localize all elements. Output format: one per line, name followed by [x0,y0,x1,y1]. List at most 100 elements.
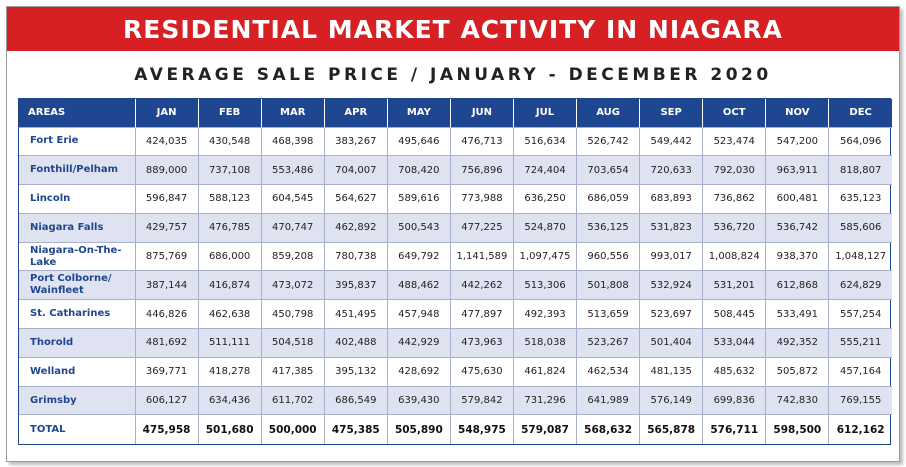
price-cell: 557,254 [828,299,892,329]
area-name-cell: Niagara Falls [19,212,136,243]
area-name-cell: Welland [19,356,136,387]
price-cell: 395,132 [324,356,388,387]
price-cell: 742,830 [765,385,830,415]
price-cell: 424,035 [135,126,199,156]
price-cell: 508,445 [702,299,767,329]
price-cell: 531,823 [639,212,704,243]
price-cell: 526,742 [576,126,641,156]
column-header-feb: FEB [198,99,262,127]
price-cell: 383,267 [324,126,388,156]
price-cell: 495,646 [387,126,451,156]
price-cell: 450,798 [261,299,325,329]
column-header-areas: AREAS [19,99,136,127]
price-cell: 461,824 [513,356,578,387]
price-cell: 1,048,127 [828,241,892,271]
price-cell: 501,808 [576,270,641,300]
price-cell: 430,548 [198,126,262,156]
price-cell: 428,692 [387,356,451,387]
price-cell: 1,097,475 [513,241,578,271]
price-cell: 596,847 [135,184,199,214]
price-cell: 532,924 [639,270,704,300]
price-cell: 418,278 [198,356,262,387]
price-cell: 553,486 [261,155,325,185]
price-cell: 468,398 [261,126,325,156]
price-cell: 993,017 [639,241,704,271]
table-row: Thorold 481,692 511,111 504,518 402,488 442,9… [19,328,892,358]
price-cell: 611,702 [261,385,325,415]
column-header-dec: DEC [828,99,892,127]
price-cell: 462,892 [324,212,388,243]
price-cell: 708,420 [387,155,451,185]
column-header-oct: OCT [702,99,767,127]
price-cell: 442,262 [450,270,514,300]
column-header-jul: JUL [513,99,578,127]
price-cell: 500,543 [387,212,451,243]
column-header-jan: JAN [135,99,199,127]
price-cell: 523,474 [702,126,767,156]
price-cell: 686,549 [324,385,388,415]
price-cell: 536,742 [765,212,830,243]
price-cell: 531,201 [702,270,767,300]
price-cell: 859,208 [261,241,325,271]
total-row: TOTAL 475,958 501,680 500,000 475,385 505,890… [19,414,892,444]
average-price-table: AREAS JAN FEB MAR APR MAY JUN JUL AUG SEP OCT NOV DE… [19,99,892,444]
price-cell: 686,059 [576,184,641,214]
price-cell: 579,087 [513,414,578,444]
price-cell: 579,842 [450,385,514,415]
price-cell: 476,713 [450,126,514,156]
price-cell: 500,000 [261,414,325,444]
price-cell: 488,462 [387,270,451,300]
price-cell: 737,108 [198,155,262,185]
report-frame: RESIDENTIAL MARKET ACTIVITY IN NIAGARA A… [6,6,900,462]
area-name-cell: TOTAL [19,414,136,444]
table-row: Niagara-On-The-Lake 875,769 686,000 859,208… [19,241,892,271]
price-cell: 536,125 [576,212,641,243]
price-cell: 481,135 [639,356,704,387]
price-cell: 576,711 [702,414,767,444]
price-cell: 889,000 [135,155,199,185]
price-cell: 524,870 [513,212,578,243]
price-cell: 547,200 [765,126,830,156]
price-cell: 598,500 [765,414,830,444]
price-table-container: AREAS JAN FEB MAR APR MAY JUN JUL AUG SEP OCT NOV DE… [18,98,892,445]
price-cell: 756,896 [450,155,514,185]
price-cell: 518,038 [513,328,578,358]
price-cell: 523,267 [576,328,641,358]
price-cell: 395,837 [324,270,388,300]
report-title: RESIDENTIAL MARKET ACTIVITY IN NIAGARA [7,7,899,51]
price-cell: 686,000 [198,241,262,271]
price-cell: 481,692 [135,328,199,358]
area-name-cell: Thorold [19,328,136,358]
table-row: St. Catharines 446,826 462,638 450,798 451,4… [19,299,892,329]
price-cell: 477,225 [450,212,514,243]
price-cell: 612,868 [765,270,830,300]
column-header-apr: APR [324,99,388,127]
price-cell: 442,929 [387,328,451,358]
price-cell: 585,606 [828,212,892,243]
price-cell: 533,491 [765,299,830,329]
price-cell: 564,096 [828,126,892,156]
table-body: Fort Erie 424,035 430,548 468,398 383,267 495… [19,126,892,444]
price-cell: 501,404 [639,328,704,358]
table-row: Fonthill/Pelham 889,000 737,108 553,486 704,… [19,155,892,185]
price-cell: 504,518 [261,328,325,358]
price-cell: 475,385 [324,414,388,444]
price-cell: 963,911 [765,155,830,185]
price-cell: 634,436 [198,385,262,415]
price-cell: 513,659 [576,299,641,329]
area-name-cell: Fort Erie [19,126,136,156]
price-cell: 773,988 [450,184,514,214]
price-cell: 505,890 [387,414,451,444]
price-cell: 485,632 [702,356,767,387]
table-row: Lincoln 596,847 588,123 604,545 564,627 589,6… [19,184,892,214]
price-cell: 704,007 [324,155,388,185]
price-cell: 639,430 [387,385,451,415]
price-cell: 457,164 [828,356,892,387]
price-cell: 736,862 [702,184,767,214]
column-header-mar: MAR [261,99,325,127]
area-name-cell: Niagara-On-The-Lake [19,241,136,271]
price-cell: 589,616 [387,184,451,214]
table-row: Niagara Falls 429,757 476,785 470,747 462,89… [19,212,892,243]
area-name-cell: Fonthill/Pelham [19,155,136,185]
price-cell: 624,829 [828,270,892,300]
